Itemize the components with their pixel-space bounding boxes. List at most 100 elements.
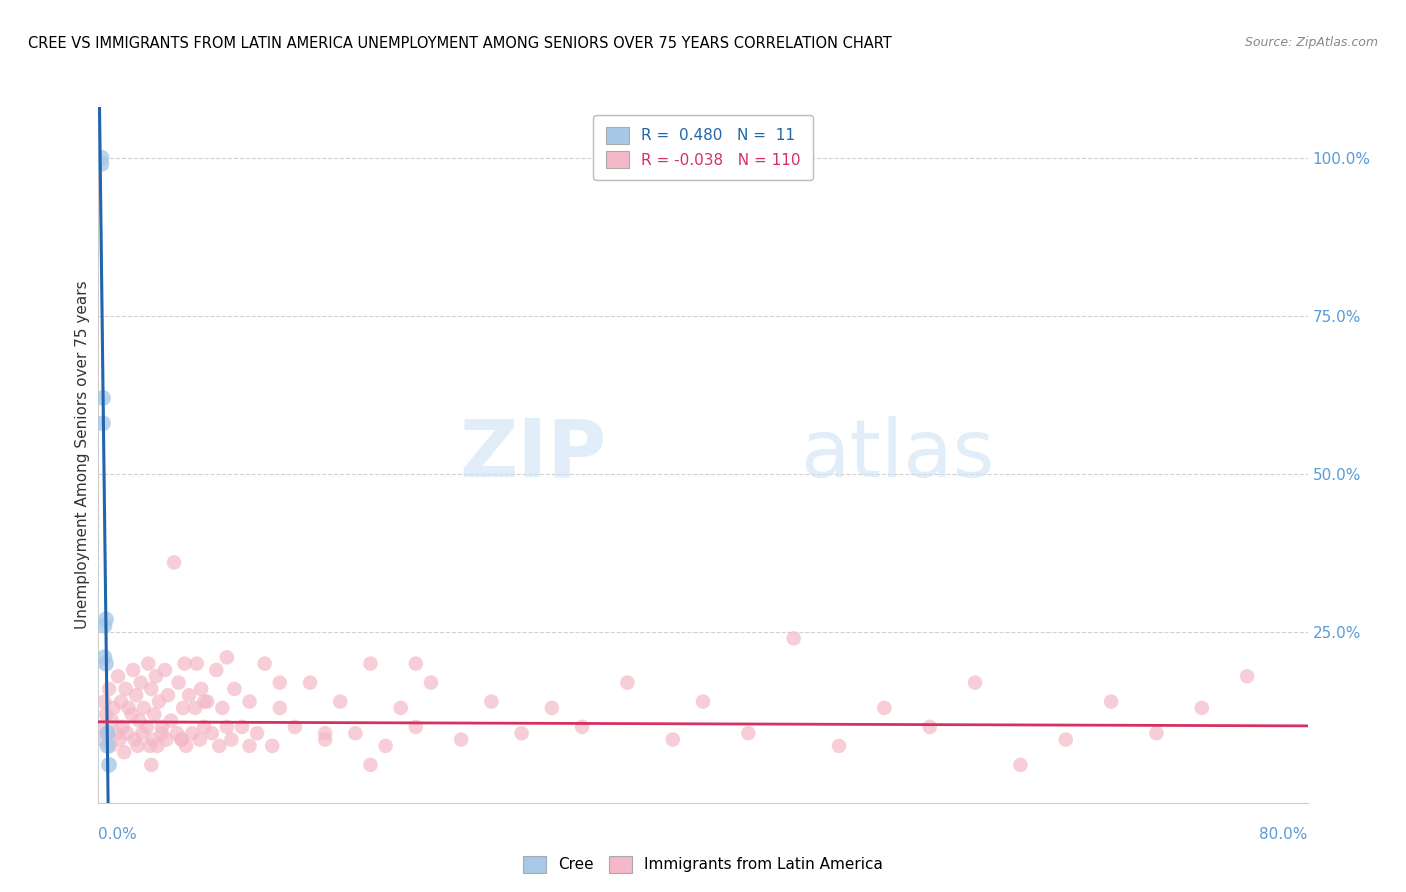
Point <box>111 720 134 734</box>
Point <box>195 695 218 709</box>
Point <box>181 726 204 740</box>
Point <box>420 675 443 690</box>
Point <box>91 732 114 747</box>
Text: 80.0%: 80.0% <box>1260 827 1308 841</box>
Point <box>1099 695 1122 709</box>
Text: 0.0%: 0.0% <box>98 827 138 841</box>
Point <box>193 720 215 734</box>
Point <box>96 726 118 740</box>
Point <box>93 695 115 709</box>
Point <box>150 720 173 734</box>
Point <box>284 720 307 734</box>
Point <box>166 726 188 740</box>
Point <box>139 739 162 753</box>
Point <box>965 675 987 690</box>
Point <box>918 720 941 734</box>
Point <box>1054 732 1077 747</box>
Point <box>90 151 112 165</box>
Point <box>510 726 533 740</box>
Point <box>873 701 896 715</box>
Point <box>374 739 396 753</box>
Point <box>160 714 183 728</box>
Point <box>662 732 685 747</box>
Point <box>148 695 170 709</box>
Point <box>141 681 163 696</box>
Point <box>163 556 186 570</box>
Point <box>167 675 190 690</box>
Point <box>91 391 114 405</box>
Point <box>94 612 117 626</box>
Point <box>360 657 382 671</box>
Point <box>90 720 112 734</box>
Point <box>114 681 136 696</box>
Point <box>129 675 152 690</box>
Point <box>91 417 114 431</box>
Point <box>146 739 169 753</box>
Point <box>128 714 150 728</box>
Point <box>100 739 122 753</box>
Point <box>299 675 322 690</box>
Point <box>179 688 201 702</box>
Point <box>828 739 851 753</box>
Point <box>118 701 141 715</box>
Point <box>184 701 207 715</box>
Point <box>188 732 211 747</box>
Point <box>205 663 228 677</box>
Text: atlas: atlas <box>800 416 994 494</box>
Point <box>193 695 215 709</box>
Point <box>94 707 117 722</box>
Legend: Cree, Immigrants from Latin America: Cree, Immigrants from Latin America <box>517 850 889 879</box>
Point <box>132 701 155 715</box>
Point <box>783 632 806 646</box>
Point <box>124 732 146 747</box>
Point <box>201 726 224 740</box>
Point <box>107 669 129 683</box>
Y-axis label: Unemployment Among Seniors over 75 years: Unemployment Among Seniors over 75 years <box>75 281 90 629</box>
Point <box>208 739 231 753</box>
Point <box>269 701 291 715</box>
Point <box>135 720 157 734</box>
Point <box>1236 669 1258 683</box>
Point <box>156 688 179 702</box>
Point <box>190 681 212 696</box>
Point <box>314 732 336 747</box>
Point <box>231 720 253 734</box>
Point <box>215 720 238 734</box>
Point <box>93 650 115 665</box>
Point <box>155 732 177 747</box>
Point <box>98 681 121 696</box>
Point <box>450 732 472 747</box>
Point <box>172 701 194 715</box>
Point <box>405 657 427 671</box>
Point <box>481 695 503 709</box>
Point <box>93 618 115 632</box>
Point <box>269 675 291 690</box>
Point <box>150 726 173 740</box>
Point <box>170 732 193 747</box>
Point <box>389 701 412 715</box>
Point <box>221 732 243 747</box>
Point <box>344 726 367 740</box>
Point <box>170 732 193 747</box>
Point <box>174 739 197 753</box>
Point <box>96 726 118 740</box>
Point <box>1010 757 1032 772</box>
Point <box>127 739 149 753</box>
Point <box>246 726 269 740</box>
Point <box>314 726 336 740</box>
Point <box>737 726 759 740</box>
Point <box>145 669 167 683</box>
Point <box>616 675 638 690</box>
Point <box>136 657 159 671</box>
Point <box>110 695 132 709</box>
Point <box>215 650 238 665</box>
Point <box>1144 726 1167 740</box>
Point <box>121 707 143 722</box>
Point <box>211 701 233 715</box>
Point <box>131 726 153 740</box>
Point <box>143 707 166 722</box>
Point <box>329 695 352 709</box>
Point <box>692 695 714 709</box>
Point <box>405 720 427 734</box>
Point <box>105 726 128 740</box>
